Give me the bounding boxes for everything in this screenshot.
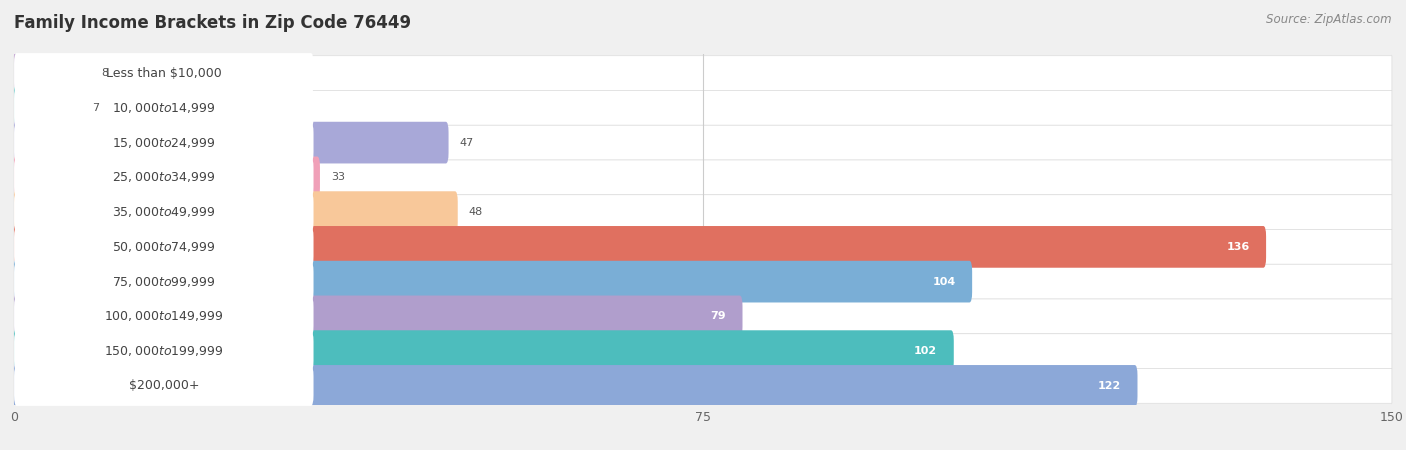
Text: Family Income Brackets in Zip Code 76449: Family Income Brackets in Zip Code 76449 [14,14,411,32]
FancyBboxPatch shape [14,264,1392,299]
Text: $100,000 to $149,999: $100,000 to $149,999 [104,310,224,324]
FancyBboxPatch shape [14,297,314,337]
Text: $200,000+: $200,000+ [128,379,200,392]
Text: $50,000 to $74,999: $50,000 to $74,999 [112,240,215,254]
Text: Source: ZipAtlas.com: Source: ZipAtlas.com [1267,14,1392,27]
Text: $75,000 to $99,999: $75,000 to $99,999 [112,274,215,288]
Text: 33: 33 [330,172,344,182]
FancyBboxPatch shape [14,366,314,406]
Text: $25,000 to $34,999: $25,000 to $34,999 [112,171,215,184]
FancyBboxPatch shape [14,369,1392,403]
FancyBboxPatch shape [14,56,1392,90]
FancyBboxPatch shape [11,365,1137,407]
FancyBboxPatch shape [14,88,314,128]
Text: 104: 104 [932,277,956,287]
FancyBboxPatch shape [11,296,742,337]
FancyBboxPatch shape [14,158,314,198]
FancyBboxPatch shape [14,53,314,93]
FancyBboxPatch shape [14,195,1392,230]
FancyBboxPatch shape [14,230,1392,264]
FancyBboxPatch shape [11,122,449,163]
Text: $150,000 to $199,999: $150,000 to $199,999 [104,344,224,358]
FancyBboxPatch shape [11,157,321,198]
FancyBboxPatch shape [14,90,1392,125]
FancyBboxPatch shape [14,334,1392,369]
Text: Less than $10,000: Less than $10,000 [105,67,222,80]
Text: 7: 7 [93,103,100,113]
Text: 8: 8 [101,68,108,78]
Text: 136: 136 [1226,242,1250,252]
Text: $35,000 to $49,999: $35,000 to $49,999 [112,205,215,219]
FancyBboxPatch shape [14,331,314,371]
FancyBboxPatch shape [14,261,314,302]
FancyBboxPatch shape [11,52,90,94]
Text: 47: 47 [460,138,474,148]
FancyBboxPatch shape [14,125,1392,160]
FancyBboxPatch shape [11,330,953,372]
FancyBboxPatch shape [14,227,314,267]
Text: 79: 79 [710,311,725,321]
FancyBboxPatch shape [11,191,458,233]
Text: $15,000 to $24,999: $15,000 to $24,999 [112,135,215,149]
FancyBboxPatch shape [14,192,314,232]
Text: 48: 48 [468,207,484,217]
Text: 102: 102 [914,346,938,356]
FancyBboxPatch shape [11,261,972,302]
FancyBboxPatch shape [11,226,1265,268]
FancyBboxPatch shape [14,160,1392,195]
FancyBboxPatch shape [14,299,1392,334]
FancyBboxPatch shape [14,122,314,162]
FancyBboxPatch shape [11,87,82,129]
Text: 122: 122 [1098,381,1121,391]
Text: $10,000 to $14,999: $10,000 to $14,999 [112,101,215,115]
